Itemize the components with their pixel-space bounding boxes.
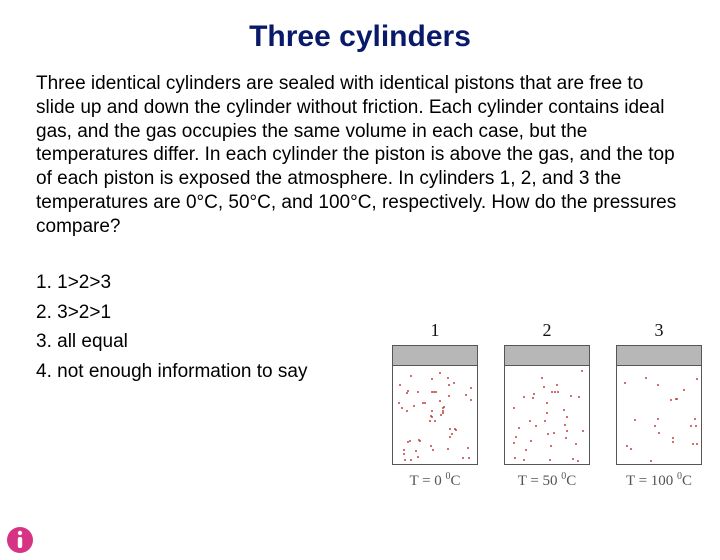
cylinder-figure: 1 T = 0 0C 2 T = 50 0C 3 T = 100 0C <box>392 320 702 490</box>
logo-icon <box>6 526 34 554</box>
temperature-label: T = 100 0C <box>626 471 692 490</box>
gas-region <box>617 366 701 464</box>
cylinder-block: 3 T = 100 0C <box>616 320 702 490</box>
problem-text: Three identical cylinders are sealed wit… <box>36 72 686 238</box>
cylinder-number: 3 <box>655 320 664 341</box>
page-title: Three cylinders <box>0 20 720 54</box>
temperature-label: T = 50 0C <box>518 471 577 490</box>
temperature-label: T = 0 0C <box>409 471 460 490</box>
cylinder-block: 2 T = 50 0C <box>504 320 590 490</box>
gas-region <box>393 366 477 464</box>
piston <box>393 346 477 366</box>
cylinder-number: 2 <box>543 320 552 341</box>
cylinder-block: 1 T = 0 0C <box>392 320 478 490</box>
option-1: 1. 1>2>3 <box>36 268 720 297</box>
piston <box>617 346 701 366</box>
gas-region <box>505 366 589 464</box>
piston <box>505 346 589 366</box>
cylinder <box>504 345 590 465</box>
cylinder <box>616 345 702 465</box>
cylinder <box>392 345 478 465</box>
cylinder-number: 1 <box>431 320 440 341</box>
